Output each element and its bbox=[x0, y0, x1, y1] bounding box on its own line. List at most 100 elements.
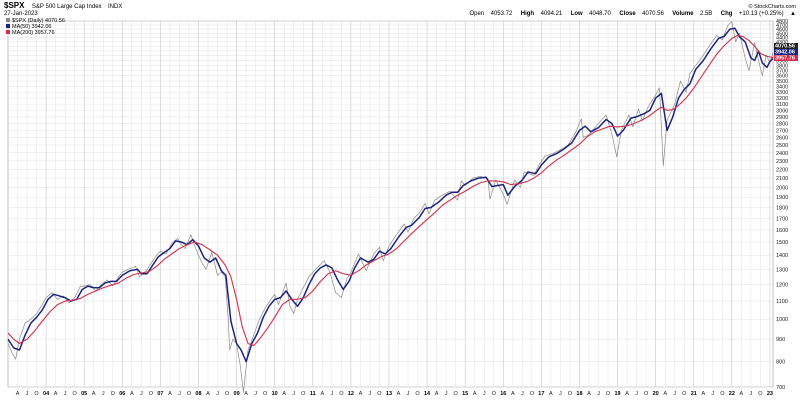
x-quarter-label: J bbox=[483, 391, 486, 397]
x-quarter-label: O bbox=[644, 391, 649, 397]
ma50-series-line bbox=[7, 27, 774, 363]
close-label: Close bbox=[619, 11, 636, 17]
ma50-price-tag: 3942.06 bbox=[775, 50, 795, 56]
x-quarter-label: O bbox=[225, 391, 230, 397]
x-quarter-label: A bbox=[549, 391, 553, 397]
y-axis: 700 800 900 1000 1100 1200 1300 1400 1500 1600 170… bbox=[776, 19, 788, 391]
volume-label: Volume bbox=[672, 11, 694, 17]
y-tick-label: 4300 bbox=[776, 40, 788, 46]
legend-swatch-ma200 bbox=[6, 30, 10, 34]
x-year-label: 13 bbox=[386, 391, 392, 397]
x-quarter-label: A bbox=[54, 391, 58, 397]
x-quarter-label: J bbox=[292, 391, 295, 397]
x-quarter-label: A bbox=[244, 391, 248, 397]
grid bbox=[8, 20, 773, 388]
x-quarter-label: O bbox=[568, 391, 573, 397]
x-quarter-label: J bbox=[216, 391, 219, 397]
high-value: 4094.21 bbox=[541, 11, 563, 17]
y-tick-label: 2900 bbox=[776, 115, 788, 121]
x-year-label: 07 bbox=[157, 391, 163, 397]
legend-item-ma50: MA(50) 3942.06 bbox=[12, 24, 51, 30]
x-year-label: 22 bbox=[729, 391, 735, 397]
y-tick-label: 3400 bbox=[776, 85, 788, 91]
ma200-price-tag-bg bbox=[774, 55, 798, 61]
legend-swatch-ma50 bbox=[6, 24, 10, 28]
x-quarter-label: J bbox=[673, 391, 676, 397]
ma50-price-tag-bg bbox=[774, 49, 798, 55]
y-tick-label: 3600 bbox=[776, 74, 788, 80]
legend-item-ma200: MA(200) 3957.76 bbox=[12, 30, 55, 36]
x-quarter-label: A bbox=[359, 391, 363, 397]
x-year-label: 09 bbox=[234, 391, 240, 397]
x-quarter-label: J bbox=[635, 391, 638, 397]
low-label: Low bbox=[571, 11, 583, 17]
up-arrow-icon: ▲ bbox=[790, 11, 796, 17]
y-tick-label: 900 bbox=[776, 337, 785, 343]
x-quarter-label: O bbox=[415, 391, 420, 397]
x-quarter-label: O bbox=[377, 391, 382, 397]
x-quarter-label: O bbox=[111, 391, 116, 397]
y-tick-label: 3800 bbox=[776, 63, 788, 69]
x-year-label: 19 bbox=[614, 391, 620, 397]
low-value: 4048.70 bbox=[589, 11, 611, 17]
chart-symbol: $SPX bbox=[4, 1, 25, 10]
x-year-label: 20 bbox=[653, 391, 659, 397]
x-year-label: 10 bbox=[272, 391, 278, 397]
y-tick-label: 1700 bbox=[776, 216, 788, 222]
x-quarter-label: J bbox=[102, 391, 105, 397]
y-tick-label: 3100 bbox=[776, 102, 788, 108]
high-label: High bbox=[521, 11, 535, 17]
x-quarter-label: O bbox=[149, 391, 154, 397]
x-quarter-label: A bbox=[397, 391, 401, 397]
x-year-label: 16 bbox=[500, 391, 506, 397]
y-tick-label: 3500 bbox=[776, 79, 788, 85]
chart-date: 27-Jan-2023 bbox=[4, 11, 38, 17]
x-quarter-label: J bbox=[597, 391, 600, 397]
ohlc-readout: Open 4053.72 High 4094.21 Low 4048.70 Cl… bbox=[469, 2, 796, 19]
y-tick-label: 1200 bbox=[776, 283, 788, 289]
x-quarter-label: O bbox=[720, 391, 725, 397]
legend-item-price: $SPX (Daily) 4070.56 bbox=[12, 18, 65, 24]
y-tick-label: 4400 bbox=[776, 36, 788, 42]
ma200-price-tag: 3957.76 bbox=[775, 56, 795, 62]
x-quarter-label: O bbox=[682, 391, 687, 397]
chg-value: +10.13 (+0.25%) bbox=[739, 11, 784, 17]
x-quarter-label: O bbox=[34, 391, 39, 397]
y-tick-label: 2000 bbox=[776, 185, 788, 191]
credit-text: © StockCharts.com bbox=[749, 3, 797, 10]
y-tick-label: 4700 bbox=[776, 23, 788, 29]
y-tick-label: 3000 bbox=[776, 108, 788, 114]
y-tick-label: 4500 bbox=[776, 31, 788, 37]
last-price-tag: 4070.56 bbox=[775, 44, 795, 50]
y-tick-label: 3700 bbox=[776, 68, 788, 74]
chg-label: Chg bbox=[721, 11, 733, 17]
x-year-label: 14 bbox=[424, 391, 431, 397]
x-quarter-label: O bbox=[606, 391, 611, 397]
volume-value: 2.5B bbox=[700, 11, 712, 17]
y-tick-label: 3900 bbox=[776, 58, 788, 64]
x-quarter-label: J bbox=[140, 391, 143, 397]
x-quarter-label: J bbox=[369, 391, 372, 397]
y-tick-label: 2200 bbox=[776, 167, 788, 173]
x-quarter-label: A bbox=[740, 391, 744, 397]
legend-swatch-price bbox=[6, 18, 10, 22]
price-series-line bbox=[7, 21, 774, 393]
close-value: 4070.56 bbox=[642, 11, 664, 17]
y-tick-label: 2300 bbox=[776, 159, 788, 165]
y-tick-label: 3300 bbox=[776, 90, 788, 96]
x-quarter-label: O bbox=[454, 391, 459, 397]
x-quarter-label: A bbox=[473, 391, 477, 397]
x-quarter-label: O bbox=[492, 391, 497, 397]
x-quarter-label: A bbox=[206, 391, 210, 397]
y-tick-label: 1600 bbox=[776, 228, 788, 234]
x-quarter-label: O bbox=[530, 391, 535, 397]
x-year-label: 05 bbox=[81, 391, 87, 397]
x-year-label: 21 bbox=[691, 391, 697, 397]
series-layer bbox=[7, 21, 774, 393]
x-year-label: 04 bbox=[43, 391, 50, 397]
x-year-label: 23 bbox=[767, 391, 773, 397]
open-value: 4053.72 bbox=[491, 11, 513, 17]
